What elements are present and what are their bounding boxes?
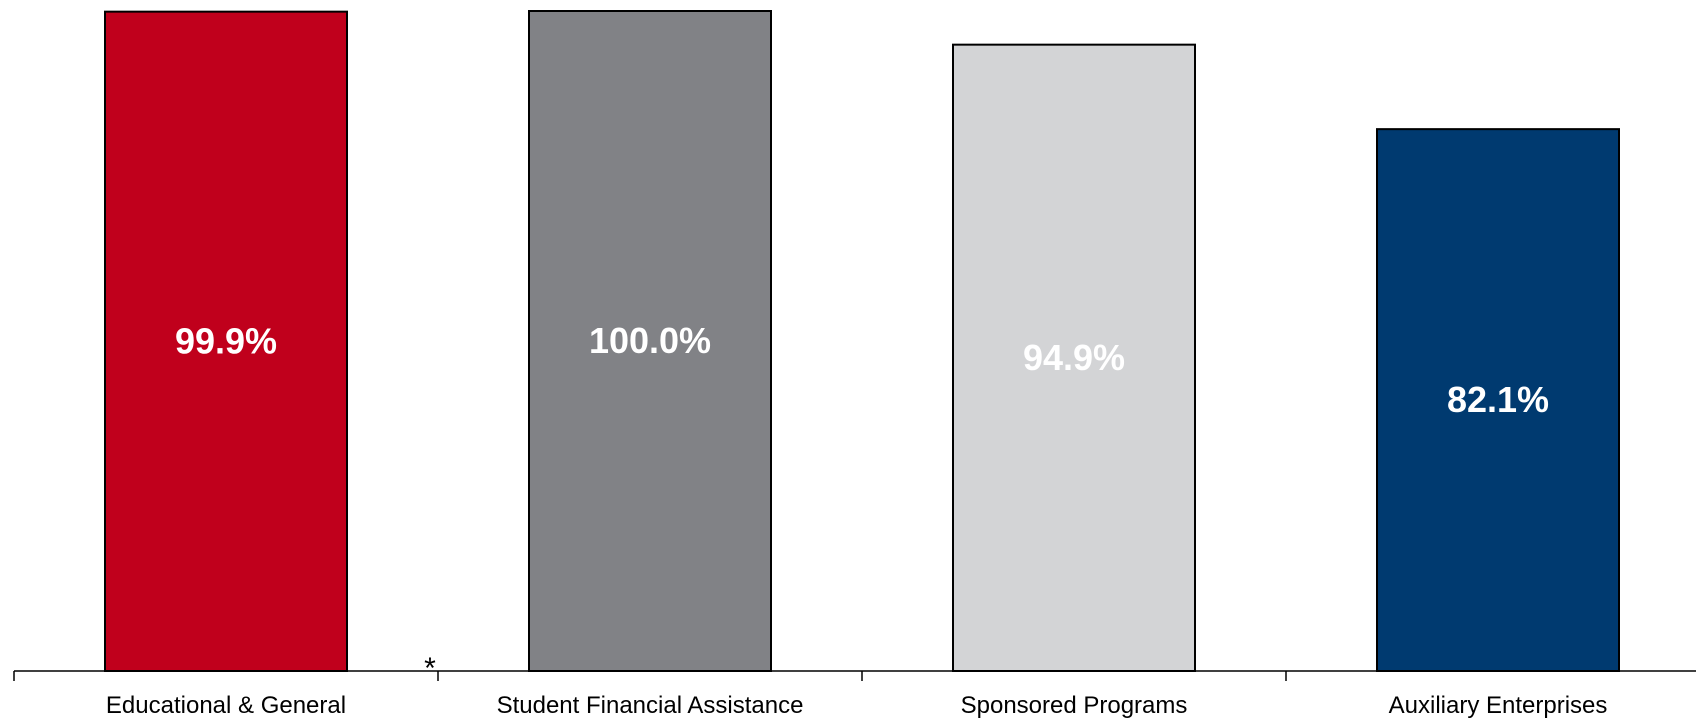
bar [952,43,1196,673]
data-labels-group: 99.9% 100.0% 94.9% 82.1% [175,320,1549,420]
category-label: Sponsored Programs [961,692,1188,718]
x-axis [13,670,1696,681]
bar [528,10,772,672]
bars-group [104,10,1620,673]
footnote-asterisk: * [424,652,436,685]
category-label: Auxiliary Enterprises [1389,692,1608,718]
data-label: 100.0% [589,320,711,361]
category-label: Student Financial Assistance [497,692,804,718]
bar [104,10,348,673]
data-label: 82.1% [1447,379,1549,420]
data-label: 99.9% [175,320,277,361]
category-label: Educational & General [106,692,346,718]
category-labels-group: Educational & General Student Financial A… [106,692,1607,718]
data-label: 94.9% [1023,337,1125,378]
bar [1376,128,1620,672]
